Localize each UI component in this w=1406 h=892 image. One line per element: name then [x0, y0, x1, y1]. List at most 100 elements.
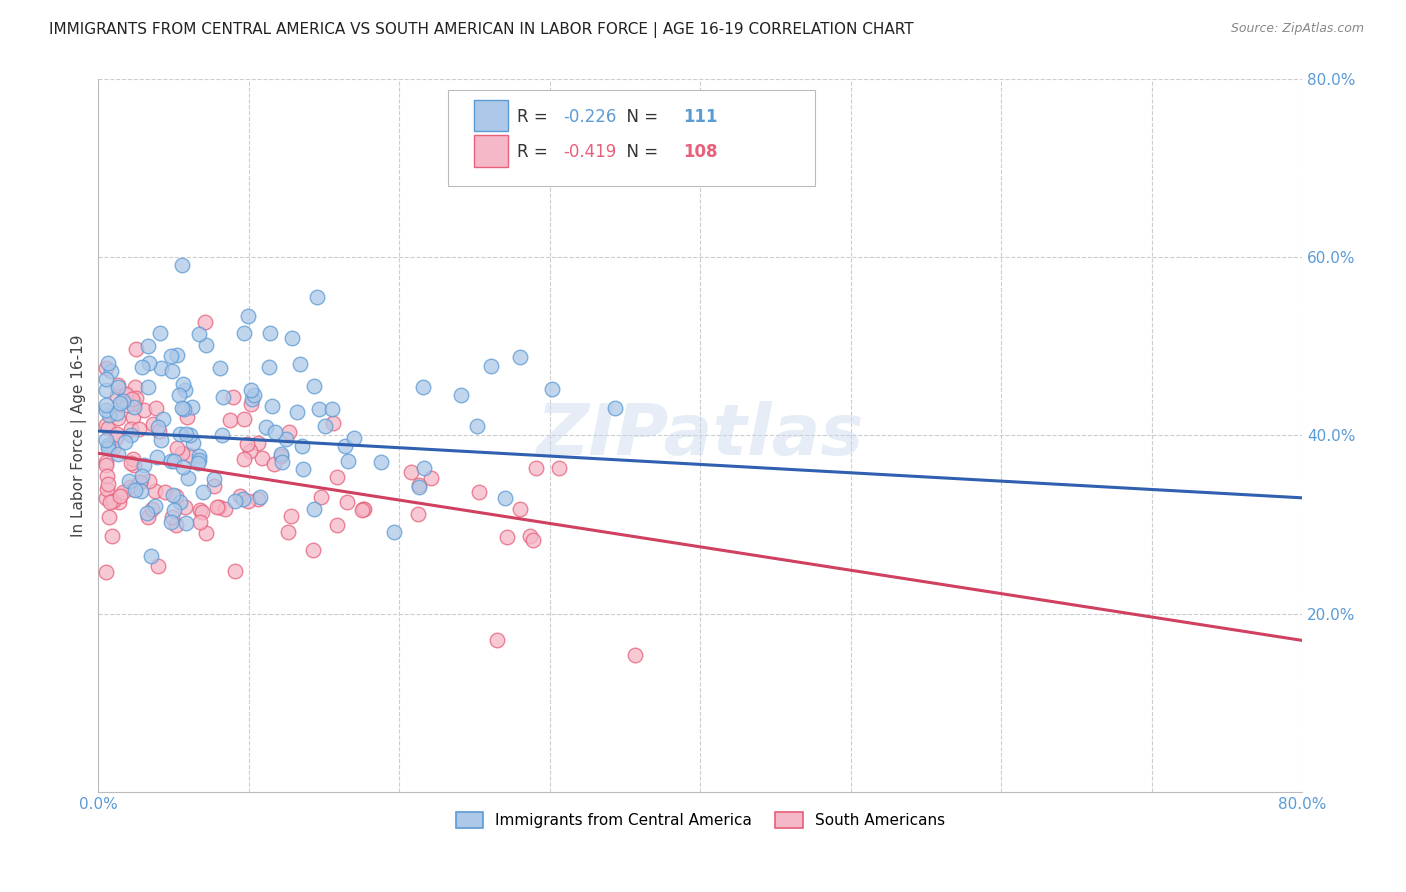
Point [308, 401, 330, 416]
Point [509, 351, 531, 365]
Point [98, 408, 121, 422]
Text: ZIPatlas: ZIPatlas [537, 401, 865, 470]
Point [159, 349, 181, 363]
Point [468, 485, 491, 500]
Point [138, 380, 160, 394]
Text: N =: N = [616, 108, 664, 126]
Point [382, 524, 405, 539]
Point [278, 425, 301, 439]
Point [125, 342, 148, 356]
Point [233, 326, 256, 341]
Point [160, 364, 183, 378]
Point [142, 417, 165, 431]
Point [399, 465, 422, 479]
Point [94, 372, 117, 386]
Point [224, 493, 246, 508]
Point [124, 391, 146, 405]
Point [166, 441, 188, 455]
Point [97, 420, 120, 434]
Point [169, 494, 191, 508]
Point [98, 495, 121, 509]
Point [146, 559, 169, 574]
Point [333, 439, 356, 453]
Point [242, 392, 264, 406]
Point [160, 453, 183, 467]
Point [239, 383, 262, 397]
Point [97, 477, 120, 491]
Point [105, 389, 128, 403]
Point [135, 506, 157, 520]
Point [321, 402, 343, 417]
Point [263, 425, 285, 439]
Point [167, 388, 190, 402]
Point [413, 460, 436, 475]
Point [141, 502, 163, 516]
Point [141, 549, 163, 564]
Point [412, 380, 434, 394]
Point [128, 422, 150, 436]
Point [276, 432, 298, 446]
Point [107, 447, 129, 461]
Point [94, 361, 117, 376]
Point [138, 474, 160, 488]
Legend: Immigrants from Central America, South Americans: Immigrants from Central America, South A… [450, 806, 952, 834]
Point [120, 428, 142, 442]
Point [309, 490, 332, 504]
Bar [474, 100, 508, 131]
Point [208, 361, 231, 376]
Point [239, 443, 262, 458]
Point [112, 485, 135, 500]
Point [624, 648, 647, 662]
Point [124, 458, 146, 473]
Point [94, 384, 117, 398]
Point [246, 491, 269, 506]
Point [170, 401, 193, 415]
Point [138, 339, 160, 353]
Point [94, 566, 117, 580]
Point [94, 458, 117, 473]
Point [270, 455, 292, 469]
Point [235, 436, 257, 450]
Point [146, 450, 169, 464]
Point [305, 290, 328, 304]
Point [152, 412, 174, 426]
Point [191, 485, 214, 500]
Point [98, 510, 121, 524]
Point [173, 500, 195, 514]
Point [541, 383, 564, 397]
Point [302, 502, 325, 516]
Point [494, 491, 516, 506]
Point [108, 490, 131, 504]
Point [524, 461, 547, 475]
Point [179, 448, 201, 462]
Text: N =: N = [616, 144, 664, 161]
Point [148, 420, 170, 434]
Point [188, 516, 211, 530]
Point [169, 427, 191, 442]
Point [114, 435, 136, 450]
Point [353, 501, 375, 516]
Point [170, 258, 193, 272]
Point [166, 348, 188, 362]
Point [97, 441, 120, 455]
Point [131, 359, 153, 374]
Point [94, 491, 117, 506]
Point [249, 491, 271, 505]
Point [233, 411, 256, 425]
Point [290, 357, 312, 371]
Point [205, 500, 228, 514]
Point [111, 394, 134, 409]
Point [160, 515, 183, 529]
Point [118, 474, 141, 488]
Point [163, 454, 186, 468]
Text: R =: R = [517, 144, 554, 161]
Point [148, 424, 170, 438]
Point [122, 395, 145, 409]
Point [124, 380, 146, 394]
Point [408, 480, 430, 494]
Point [352, 502, 374, 516]
Point [131, 468, 153, 483]
Point [218, 413, 240, 427]
Point [509, 502, 531, 516]
Point [243, 387, 266, 401]
